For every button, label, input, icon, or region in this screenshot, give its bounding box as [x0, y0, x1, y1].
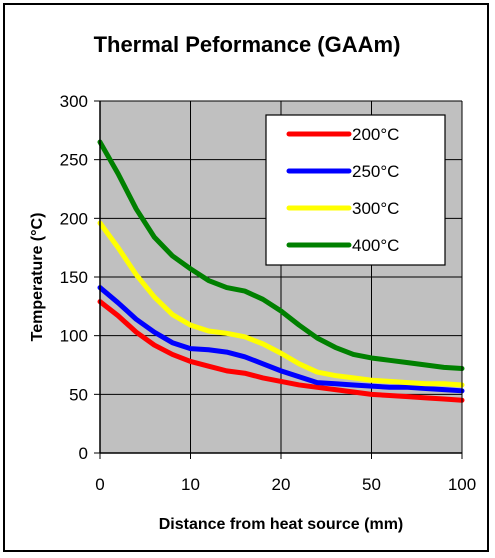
- x-tick-label: 10: [181, 475, 200, 494]
- legend-box: [265, 114, 446, 266]
- tick-labels: 0 50 100 150 200 250 300 0 10 20 50 100: [60, 92, 477, 494]
- x-tick-label: 0: [95, 475, 104, 494]
- y-tick-label: 150: [60, 268, 88, 287]
- y-tick-label: 50: [69, 385, 88, 404]
- series-line: [97, 285, 465, 394]
- series-line: [97, 139, 465, 372]
- series-group: [97, 139, 465, 403]
- y-tick-label: 300: [60, 92, 88, 111]
- legend-label: 400°C: [352, 236, 399, 255]
- y-axis-label: Temperature (°C): [29, 213, 46, 342]
- chart-title: Thermal Peformance (GAAm): [94, 32, 401, 57]
- y-tick-label: 0: [79, 444, 88, 463]
- legend-label: 300°C: [352, 199, 399, 218]
- x-tick-label: 50: [362, 475, 381, 494]
- series-line: [97, 299, 465, 403]
- x-tick-label: 20: [272, 475, 291, 494]
- legend-label: 250°C: [352, 162, 399, 181]
- legend: 200°C 250°C 300°C 400°C: [265, 114, 446, 266]
- legend-label: 200°C: [352, 125, 399, 144]
- y-tick-label: 250: [60, 151, 88, 170]
- series-line: [97, 220, 465, 388]
- y-tick-label: 200: [60, 209, 88, 228]
- x-axis-label: Distance from heat source (mm): [159, 516, 404, 533]
- x-tick-label: 100: [448, 475, 476, 494]
- y-tick-label: 100: [60, 327, 88, 346]
